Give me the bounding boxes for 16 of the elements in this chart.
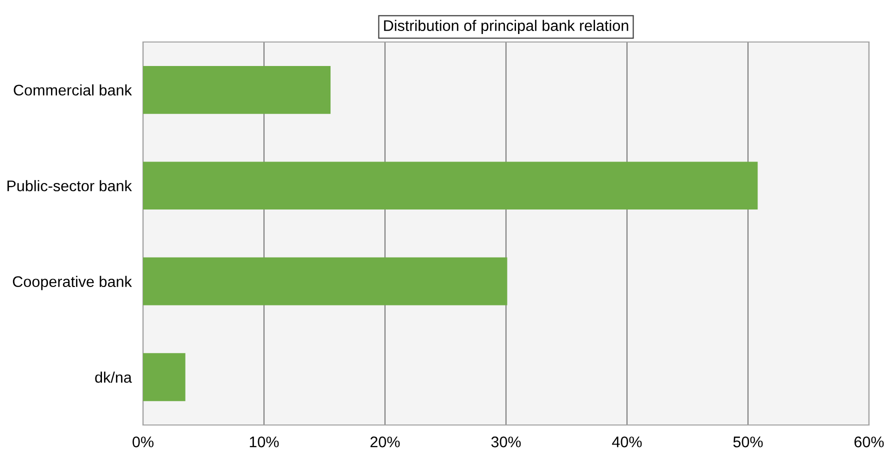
bar <box>143 162 758 210</box>
x-tick-label: 40% <box>612 436 642 448</box>
x-tick-label: 0% <box>132 436 154 448</box>
x-tick-label: 10% <box>250 436 279 448</box>
x-tick-label: 20% <box>370 436 400 448</box>
x-tick-label: 50% <box>733 436 763 448</box>
y-tick-label: dk/na <box>95 372 132 383</box>
y-tick-label: Cooperative bank <box>12 276 132 290</box>
y-tick-label: Public-sector bank <box>7 180 132 192</box>
x-tick-label: 60% <box>854 436 884 448</box>
bar <box>143 66 331 114</box>
bar <box>143 257 508 306</box>
x-tick-label: 30% <box>491 436 521 448</box>
bar <box>143 353 186 402</box>
y-tick-label: Commercial bank <box>14 84 132 96</box>
chart-title: Distribution of principal bank relation <box>384 20 628 34</box>
